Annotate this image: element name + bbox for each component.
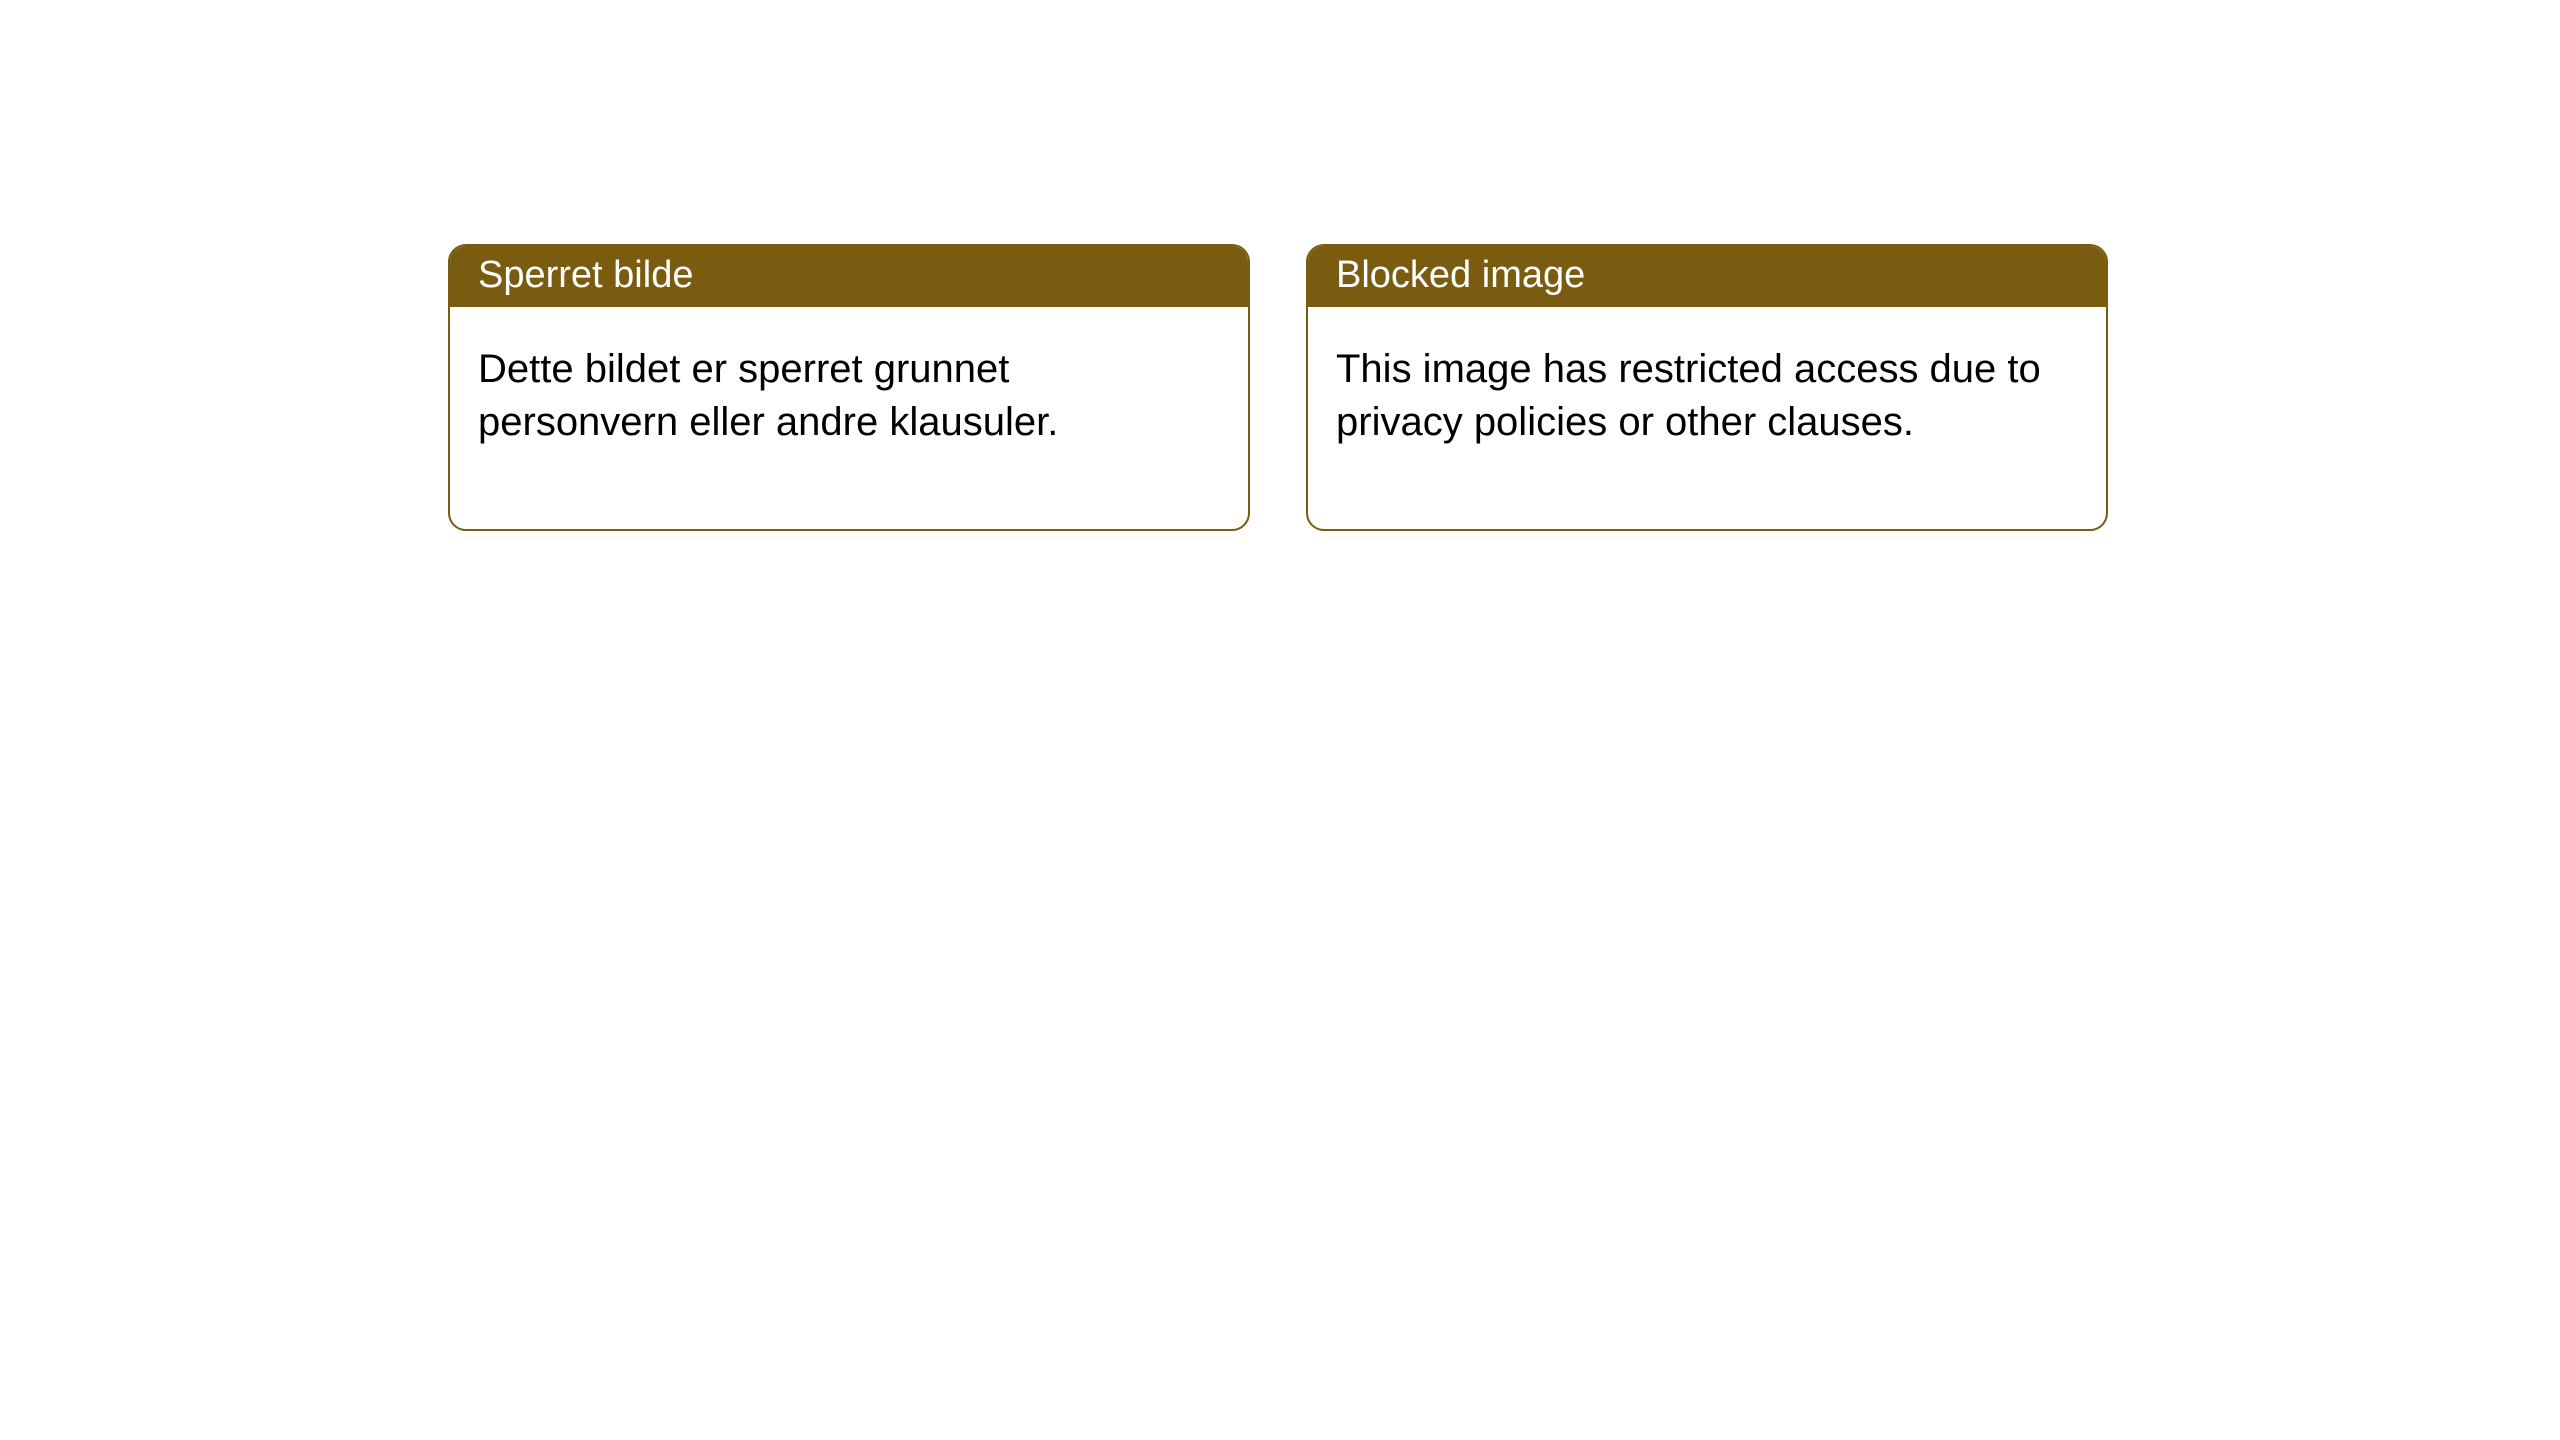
card-title-no: Sperret bilde (478, 254, 693, 296)
card-title-en: Blocked image (1336, 254, 1585, 296)
blocked-image-card-en: Blocked image This image has restricted … (1306, 244, 2108, 531)
card-body-no: Dette bildet er sperret grunnet personve… (450, 307, 1248, 529)
card-header-en: Blocked image (1308, 246, 2106, 307)
card-text-no: Dette bildet er sperret grunnet personve… (478, 347, 1058, 444)
blocked-image-card-no: Sperret bilde Dette bildet er sperret gr… (448, 244, 1250, 531)
card-container: Sperret bilde Dette bildet er sperret gr… (448, 244, 2108, 531)
card-body-en: This image has restricted access due to … (1308, 307, 2106, 529)
card-text-en: This image has restricted access due to … (1336, 347, 2041, 444)
card-header-no: Sperret bilde (450, 246, 1248, 307)
